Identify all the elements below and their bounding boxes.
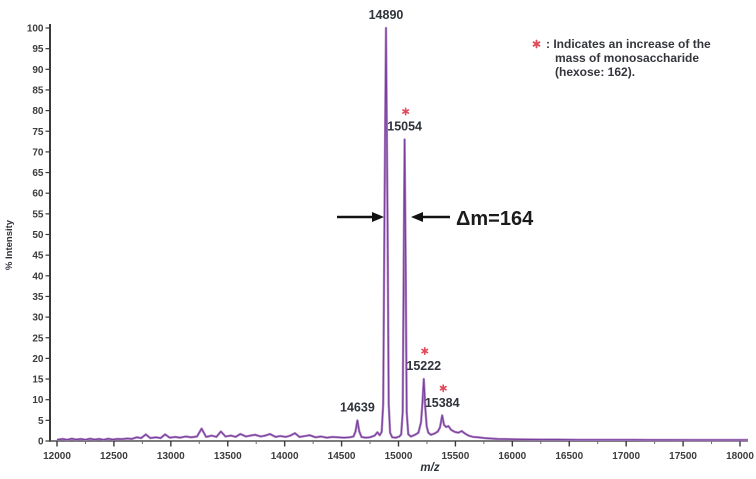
delta-mass-label: Δm=164 <box>456 208 534 230</box>
peak-star-icon <box>421 347 429 356</box>
y-tick-label: 75 <box>32 127 44 138</box>
y-tick-label: 45 <box>32 251 44 262</box>
x-tick-label: 13000 <box>157 451 185 462</box>
x-tick-label: 14500 <box>328 451 356 462</box>
x-tick-label: 15000 <box>385 451 413 462</box>
y-tick-label: 100 <box>27 24 44 35</box>
peak-annotations-layer: 14639 14890 15054 15222 15384 <box>340 8 460 414</box>
y-tick-label: 35 <box>32 292 44 303</box>
peak-label-14890: 14890 <box>369 8 404 22</box>
legend-line-3: (hexose: 162). <box>555 65 635 79</box>
y-tick-label: 0 <box>38 437 44 448</box>
x-tick-label: 18000 <box>726 451 754 462</box>
x-tick-label: 17500 <box>669 451 697 462</box>
spectrum-trace <box>56 27 748 441</box>
y-tick-label: 25 <box>32 333 44 344</box>
trace-layer <box>56 26 748 442</box>
x-tick-label: 12500 <box>100 451 128 462</box>
x-tick-label: 16000 <box>498 451 526 462</box>
x-axis-title: m/z <box>420 462 439 474</box>
legend-line-2: mass of monosaccharide <box>555 51 699 65</box>
x-tick-label: 16500 <box>555 451 583 462</box>
legend: : Indicates an increase of the mass of m… <box>532 37 711 79</box>
y-tick-label: 65 <box>32 168 44 179</box>
y-tick-label: 30 <box>32 313 44 324</box>
y-tick-label: 50 <box>32 230 44 241</box>
red-asterisk-icon <box>532 39 541 49</box>
y-tick-label: 40 <box>32 271 44 282</box>
x-tick-label: 12000 <box>43 451 71 462</box>
peak-star-icon <box>402 107 410 116</box>
y-tick-label: 55 <box>32 209 44 220</box>
y-tick-label: 60 <box>32 189 44 200</box>
y-tick-label: 95 <box>32 44 44 55</box>
peak-label-14639: 14639 <box>340 400 375 414</box>
y-axis-title: % Intensity <box>4 219 15 270</box>
peak-label-15054: 15054 <box>387 120 422 134</box>
x-tick-label: 15500 <box>442 451 470 462</box>
y-tick-label: 80 <box>32 106 44 117</box>
y-tick-label: 10 <box>32 395 44 406</box>
y-tick-label: 70 <box>32 147 44 158</box>
x-tick-label: 13500 <box>214 451 242 462</box>
y-tick-label: 20 <box>32 354 44 365</box>
x-tick-label: 14000 <box>271 451 299 462</box>
peak-label-15222: 15222 <box>406 359 441 373</box>
peak-star-icon <box>439 384 447 393</box>
legend-line-1: : Indicates an increase of the <box>546 37 711 51</box>
delta-mass-annotation: Δm=164 <box>337 208 534 230</box>
y-tick-label: 85 <box>32 85 44 96</box>
peak-label-15384: 15384 <box>425 396 460 410</box>
y-tick-label: 5 <box>38 416 44 427</box>
y-tick-label: 90 <box>32 65 44 76</box>
y-tick-label: 15 <box>32 375 44 386</box>
left-pointing-arrow-icon <box>411 212 450 222</box>
right-pointing-arrow-icon <box>337 212 384 222</box>
x-tick-label: 17000 <box>612 451 640 462</box>
axes-layer: 0 5 10 15 20 25 30 35 40 45 50 55 60 65 70 75 80 85 90 95 10… <box>27 24 755 463</box>
